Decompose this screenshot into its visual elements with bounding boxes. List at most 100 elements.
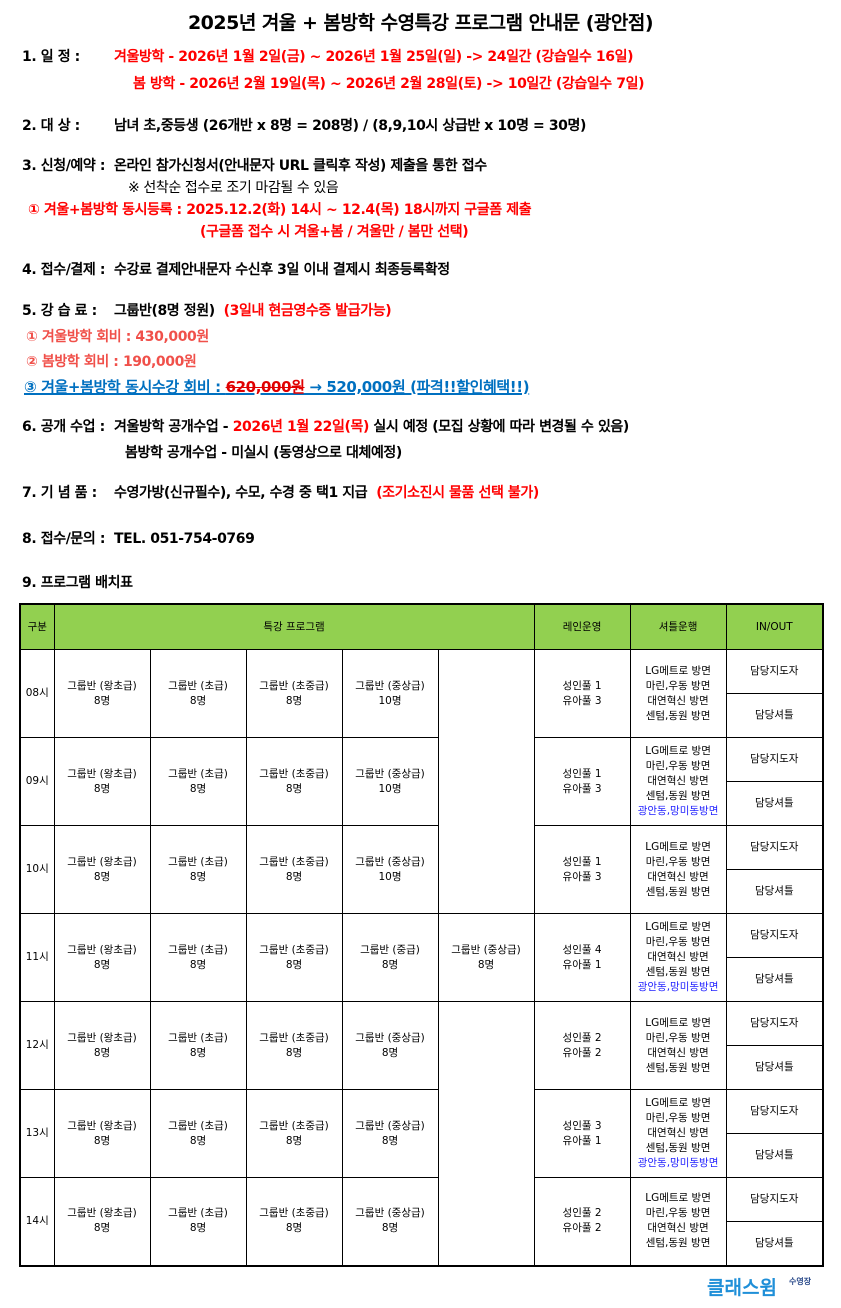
apply-note: ※ 선착순 접수로 조기 마감될 수 있음 (128, 180, 339, 196)
class-capacity: 8명 (189, 870, 207, 883)
time-cell: 12시 (19, 1001, 55, 1090)
lane-line: 성인풀 1 (562, 767, 602, 780)
apply-period: ① 겨울+봄방학 동시등록 : 2025.12.2(화) 14시 ~ 12.4(… (28, 202, 532, 218)
class-name: 그룹반 (중상급) (355, 855, 425, 868)
gift-section: 7. 기 념 품 : 수영가방(신규필수), 수모, 수경 중 택1 지급 (조기… (22, 485, 539, 501)
class-capacity: 8명 (285, 1134, 303, 1147)
shuttle-route: 마린,우동 방면 (645, 1112, 711, 1124)
class-cell: 그룹반 (왕초급) 8명 (53, 825, 151, 914)
shuttle-route: LG메트로 방면 (645, 921, 711, 933)
class-capacity: 8명 (189, 694, 207, 707)
shuttle-cell: LG메트로 방면 마린,우동 방면 대연혁신 방면 센텀,동원 방면 광안동,망미동방면 (629, 913, 727, 1002)
class-capacity: 8명 (189, 958, 207, 971)
fee-spring: ② 봄방학 회비 : 190,000원 (26, 354, 197, 370)
class-cell: 그룹반 (중상급) 8명 (341, 1177, 439, 1266)
time-cell: 09시 (19, 737, 55, 826)
open-class-spring: 봄방학 공개수업 - 미실시 (동영상으로 대체예정) (125, 445, 402, 461)
class-name: 그룹반 (초급) (168, 679, 228, 692)
shuttle-route: 센텀,동원 방면 (645, 1061, 711, 1074)
class-cell: 그룹반 (초중급) 8명 (245, 825, 343, 914)
schedule-table-heading: 9. 프로그램 배치표 (22, 575, 133, 591)
class-name: 그룹반 (중급) (360, 943, 420, 956)
class-capacity: 10명 (378, 694, 402, 707)
class-capacity: 8명 (93, 1222, 111, 1235)
class-capacity: 8명 (381, 1046, 399, 1059)
class-cell: 그룹반 (중상급) 8명 (437, 913, 535, 1002)
lane-line: 성인풀 3 (562, 1119, 602, 1132)
time-cell: 13시 (19, 1089, 55, 1178)
lane-line: 유아풀 1 (562, 958, 602, 971)
class-capacity: 8명 (189, 782, 207, 795)
class-name: 그룹반 (초중급) (259, 1207, 329, 1220)
inout-shuttle: 담당셔틀 (725, 1221, 824, 1266)
lane-cell: 성인풀 2 유아풀 2 (533, 1001, 631, 1090)
class-cell: 그룹반 (중상급) 10명 (341, 649, 439, 738)
class-capacity: 8명 (189, 1134, 207, 1147)
class-capacity: 8명 (381, 1134, 399, 1147)
page-title: 2025년 겨울 + 봄방학 수영특강 프로그램 안내문 (광안점) (187, 12, 654, 34)
class-cell: 그룹반 (왕초급) 8명 (53, 913, 151, 1002)
header-inout: IN/OUT (725, 603, 824, 650)
class-name: 그룹반 (초급) (168, 943, 228, 956)
class-name: 그룹반 (초중급) (259, 1119, 329, 1132)
table-row: 08시 그룹반 (왕초급) 8명 그룹반 (초급) 8명 그룹반 (초중급) 8명 그룹반 (… (19, 649, 824, 914)
shuttle-cell: LG메트로 방면 마린,우동 방면 대연혁신 방면 센텀,동원 방면 (629, 1001, 727, 1090)
class-name: 그룹반 (왕초급) (67, 1031, 137, 1044)
class-cell: 그룹반 (중상급) 10명 (341, 737, 439, 826)
class-capacity: 8명 (381, 958, 399, 971)
class-name: 그룹반 (초중급) (259, 767, 329, 780)
inout-instructor: 담당지도자 (725, 1089, 824, 1134)
lane-line: 성인풀 4 (562, 943, 602, 956)
time-cell: 08시 (19, 649, 55, 738)
target-section: 2. 대 상 : 남녀 초,중등생 (26개반 x 8명 = 208명) / (8… (22, 118, 587, 134)
schedule-winter: 1. 일 정 : 겨울방학 - 2026년 1월 2일(금) ~ 2026년 1월… (22, 49, 634, 65)
class-name: 그룹반 (중상급) (451, 943, 521, 956)
lane-cell: 성인풀 1 유아풀 3 (533, 825, 631, 914)
table-row: 12시 그룹반 (왕초급) 8명 그룹반 (초급) 8명 그룹반 (초중급) 8명 그룹반 (… (19, 1001, 824, 1266)
shuttle-route: 센텀,동원 방면 (645, 966, 711, 978)
table-row-sub: 담당셔틀 (20, 957, 824, 1002)
class-cell: 그룹반 (초급) 8명 (149, 913, 247, 1002)
inout-instructor: 담당지도자 (725, 649, 824, 694)
table-row: 14시 그룹반 (왕초급) 8명 그룹반 (초급) 8명 그룹반 (초중급) 8명 그룹반 (… (19, 1177, 824, 1266)
shuttle-cell: LG메트로 방면 마린,우동 방면 대연혁신 방면 센텀,동원 방면 (629, 1177, 727, 1266)
fee-section: 5. 강 습 료 : 그룹반(8명 정원) (3일내 현금영수증 발급가능) (22, 303, 392, 319)
class-name: 그룹반 (초중급) (259, 855, 329, 868)
shuttle-route: 마린,우동 방면 (645, 1207, 711, 1220)
inout-shuttle: 담당셔틀 (725, 1045, 824, 1090)
shuttle-route: LG메트로 방면 (645, 1097, 711, 1109)
empty-merged-cell (437, 649, 535, 914)
inout-instructor: 담당지도자 (725, 825, 824, 870)
lane-line: 유아풀 1 (562, 1134, 602, 1147)
class-capacity: 8명 (285, 1046, 303, 1059)
lane-cell: 성인풀 3 유아풀 1 (533, 1089, 631, 1178)
class-capacity: 8명 (285, 694, 303, 707)
shuttle-route: 대연혁신 방면 (647, 694, 709, 707)
class-name: 그룹반 (초급) (168, 855, 228, 868)
shuttle-route: LG메트로 방면 (645, 745, 711, 757)
shuttle-route: 대연혁신 방면 (647, 1222, 709, 1235)
table-row: 09시 그룹반 (왕초급) 8명 그룹반 (초급) 8명 그룹반 (초중급) 8명 그룹반 (… (19, 737, 824, 826)
table-row-sub: 담당셔틀 (20, 1045, 824, 1090)
lane-line: 유아풀 3 (562, 782, 602, 795)
class-cell: 그룹반 (초중급) 8명 (245, 1177, 343, 1266)
class-capacity: 10명 (378, 782, 402, 795)
class-capacity: 8명 (93, 870, 111, 883)
fee-combined: ③ 겨울+봄방학 동시수강 회비 : 620,000원 → 520,000원 (… (24, 378, 530, 396)
shuttle-cell: LG메트로 방면 마린,우동 방면 대연혁신 방면 센텀,동원 방면 광안동,망미동방면 (629, 1089, 727, 1178)
class-name: 그룹반 (왕초급) (67, 855, 137, 868)
lane-cell: 성인풀 1 유아풀 3 (533, 649, 631, 738)
class-capacity: 8명 (93, 958, 111, 971)
inout-shuttle: 담당셔틀 (725, 781, 824, 826)
shuttle-route: LG메트로 방면 (645, 1192, 711, 1205)
time-cell: 14시 (19, 1177, 55, 1266)
svg-text:수영장: 수영장 (789, 1276, 812, 1286)
class-name: 그룹반 (중상급) (355, 1207, 425, 1220)
lane-line: 성인풀 1 (562, 855, 602, 868)
class-name: 그룹반 (초급) (168, 1119, 228, 1132)
class-cell: 그룹반 (초중급) 8명 (245, 1089, 343, 1178)
shuttle-route: 센텀,동원 방면 (645, 1142, 711, 1154)
inout-instructor: 담당지도자 (725, 737, 824, 782)
class-capacity: 8명 (285, 958, 303, 971)
shuttle-route: 대연혁신 방면 (647, 951, 709, 963)
